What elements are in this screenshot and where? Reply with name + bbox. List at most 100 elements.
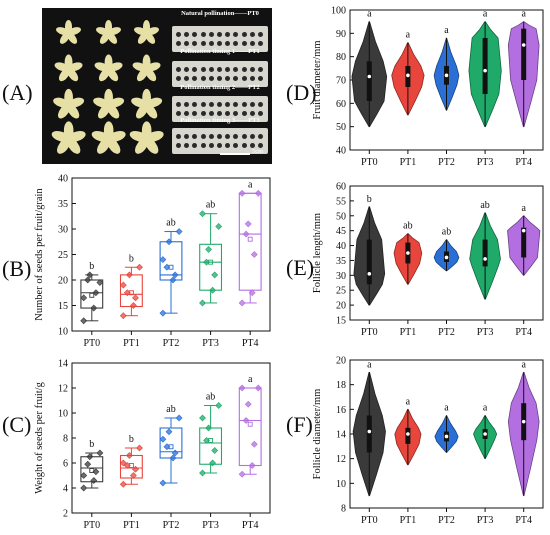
seed-dot (249, 111, 255, 116)
seed-dot (258, 41, 263, 46)
data-point (119, 480, 127, 488)
significance-letter: a (483, 9, 488, 20)
significance-letter: a (521, 359, 526, 370)
x-tick-label: PT0 (361, 327, 378, 338)
data-point (205, 424, 213, 432)
seed-dot (241, 111, 247, 116)
significance-letter: ab (166, 404, 175, 415)
flower-image (93, 54, 124, 84)
data-point (199, 469, 206, 477)
flower-image (133, 20, 160, 46)
data-point (250, 440, 258, 448)
data-point (175, 228, 183, 235)
y-tick-label: 80 (336, 52, 346, 63)
data-point (242, 417, 250, 424)
seed-dot (233, 76, 239, 81)
data-point (86, 271, 94, 279)
box (199, 427, 223, 465)
seed-dot (192, 134, 198, 139)
data-point (123, 462, 131, 469)
seed-strip-label-pt0: Natural pollination——PT0 (181, 10, 259, 17)
seed-dot (241, 41, 247, 46)
seed-dot (192, 41, 198, 46)
seed-dot (241, 102, 247, 107)
data-point (211, 271, 219, 279)
violin-median (483, 432, 487, 436)
x-tick-label: PT0 (83, 520, 100, 531)
violin-median (367, 272, 372, 276)
y-tick-label: 20 (336, 301, 346, 312)
y-tick-label: 35 (58, 199, 68, 210)
data-point (84, 460, 92, 468)
seed-dot (217, 111, 222, 116)
seed-dot (225, 32, 231, 37)
seed-dot (233, 111, 239, 116)
data-point (254, 384, 262, 392)
x-tick-label: PT3 (477, 157, 494, 168)
panel-label-c: (C) (2, 412, 32, 437)
y-tick-label: 30 (58, 225, 68, 236)
x-tick-label: PT3 (202, 520, 219, 531)
seed-dot (249, 32, 255, 37)
seed-dot (200, 111, 206, 116)
violin-median (444, 434, 449, 439)
significance-letter: b (89, 261, 94, 272)
data-point (123, 289, 131, 297)
flower-image (128, 121, 165, 157)
data-point (169, 454, 177, 462)
data-point (119, 281, 127, 289)
significance-letter: b (367, 194, 372, 205)
y-tick-label: 12 (58, 384, 68, 395)
seed-strip-label-pt2: Pollination timing 2——PT2 (180, 84, 260, 91)
seed-dot (176, 143, 181, 148)
violin-median (521, 43, 526, 47)
seed-dot (258, 143, 263, 148)
x-tick-label: PT2 (438, 515, 455, 526)
chart-b: 10 15 20 25 30 35 40 PT0 PT1 PT2 PT3 PT4 Number of s… (34, 174, 271, 349)
data-point (96, 449, 104, 457)
seed-dot (217, 32, 222, 37)
seed-dot (176, 76, 181, 81)
significance-letter: a (248, 179, 253, 190)
seed-dot (184, 143, 190, 148)
seed-dot (192, 111, 198, 116)
chart-d: 40 50 60 70 80 90 100 PT0 PT1 PT2 PT3 PT4 Fruit diam… (312, 6, 544, 168)
data-point (203, 258, 210, 266)
x-tick-label: PT4 (515, 157, 532, 168)
data-point (203, 437, 210, 444)
seed-dot (192, 102, 198, 107)
seed-dot (258, 32, 263, 37)
y-axis-label: Follicle diameter/mm (312, 389, 323, 480)
x-tick-label: PT0 (361, 157, 378, 168)
data-point (92, 468, 100, 476)
y-tick-label: 10 (336, 479, 346, 490)
seed-dot (208, 76, 214, 81)
violin-iqr-box (405, 427, 411, 444)
significance-letter: ab (206, 200, 215, 211)
data-point (171, 449, 179, 457)
y-tick-label: 40 (336, 241, 346, 252)
y-tick-label: 30 (336, 271, 346, 282)
data-point (129, 302, 137, 309)
data-point (80, 317, 88, 325)
data-point (84, 276, 92, 284)
seed-dot (249, 41, 255, 46)
significance-letter: ab (206, 392, 215, 403)
violin-median (367, 429, 372, 434)
seed-dot (184, 134, 190, 139)
seed-dot (200, 134, 206, 139)
y-tick-label: 45 (336, 226, 346, 237)
mean-marker (247, 236, 253, 242)
violin-median (406, 251, 410, 255)
x-tick-label: PT4 (515, 327, 532, 338)
seed-dot (176, 41, 181, 46)
data-point (80, 472, 88, 479)
data-point (80, 294, 88, 302)
data-point (248, 462, 256, 469)
data-point (159, 435, 167, 443)
x-tick-label: PT1 (123, 520, 140, 531)
data-point (159, 479, 167, 487)
chart-f: 8 10 12 14 16 18 20 PT0 PT1 PT2 PT3 PT4 Follicle dia… (312, 356, 544, 526)
seed-dot (192, 76, 198, 81)
